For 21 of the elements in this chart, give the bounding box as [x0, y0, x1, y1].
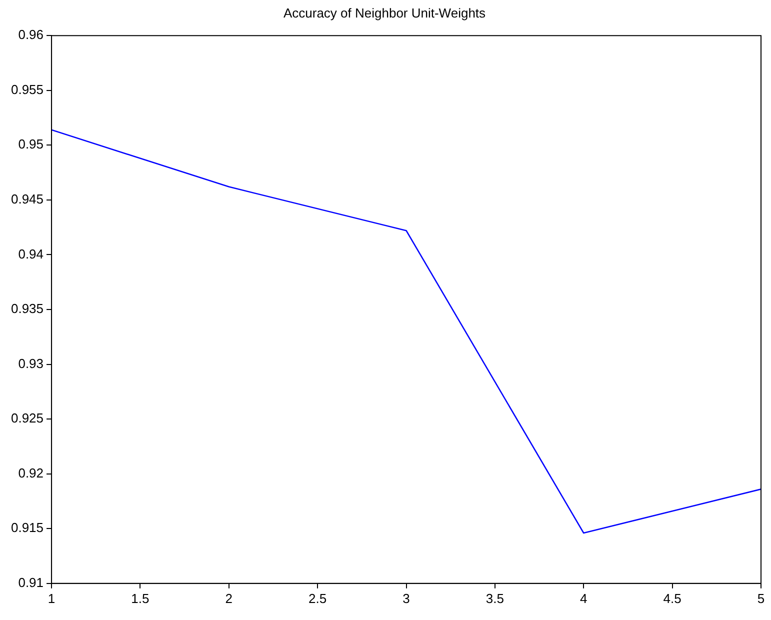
x-tick-label: 5: [757, 590, 765, 606]
x-tick-label: 1: [48, 590, 56, 606]
x-tick-label: 4.5: [663, 590, 682, 606]
y-tick-label: 0.92: [18, 465, 44, 480]
x-tick-label: 2.5: [308, 590, 327, 606]
x-tick-label: 2: [225, 590, 233, 606]
x-tick-label: 1.5: [131, 590, 150, 606]
y-tick-label: 0.96: [18, 27, 44, 42]
x-tick-label: 4: [580, 590, 588, 606]
y-tick-label: 0.95: [18, 136, 44, 152]
y-tick-label: 0.945: [10, 192, 44, 207]
chart-title: Accuracy of Neighbor Unit-Weights: [283, 5, 486, 20]
y-tick-label: 0.955: [10, 82, 44, 97]
y-tick-label: 0.94: [18, 246, 44, 262]
y-tick-label: 0.925: [10, 410, 44, 426]
y-tick-label: 0.91: [18, 574, 44, 590]
x-tick-label: 3: [402, 590, 410, 606]
y-tick-label: 0.915: [10, 520, 44, 536]
y-tick-label: 0.935: [10, 301, 44, 316]
y-tick-label: 0.93: [18, 356, 44, 371]
x-tick-label: 3.5: [486, 590, 504, 606]
